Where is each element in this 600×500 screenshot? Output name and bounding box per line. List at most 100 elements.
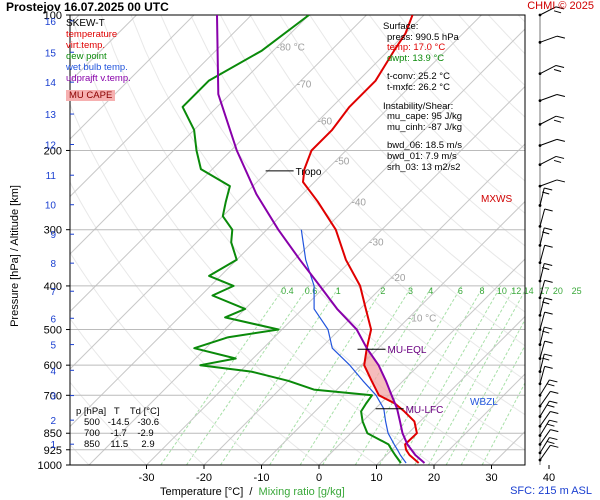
isotherm-line xyxy=(433,373,525,465)
surface-tmxfc: t-mxfc: 26.2 °C xyxy=(387,81,450,93)
table-row: 700 -1.7 -2.9 xyxy=(84,428,154,439)
wind-barb-base xyxy=(538,443,542,446)
dry-adiabat xyxy=(309,15,525,247)
isotherm-line xyxy=(70,15,310,255)
pressure-tick-label: 100 xyxy=(44,10,62,22)
wind-barb-flag xyxy=(544,227,553,231)
wind-barb-staff xyxy=(539,391,551,407)
isotherm-line xyxy=(88,28,525,465)
surface-tconv: t-conv: 25.2 °C xyxy=(387,71,450,83)
dry-adiabat xyxy=(249,15,525,313)
mixing-ratio-labels: 0.4 0.6 1 2 3 4 6 8 10 12 14 17 20 25 xyxy=(281,286,581,296)
wind-barb-base xyxy=(538,122,542,126)
annotation-mu-eql: MU-EQL xyxy=(388,345,427,356)
dry-adiabat xyxy=(517,15,525,23)
wind-barb-staff xyxy=(539,312,546,330)
wind-barb-flag xyxy=(544,297,553,301)
wind-barbs xyxy=(538,6,566,465)
altitude-tick-label: 11 xyxy=(46,171,57,182)
dry-adiabat xyxy=(339,15,525,214)
legend-dew-point: dew point xyxy=(66,51,107,62)
isotherm-line xyxy=(318,258,525,465)
legend-updraft: udprajft v.temp. xyxy=(66,73,131,84)
pressure-tick-label: 1000 xyxy=(38,460,62,472)
wind-barb-base xyxy=(538,144,542,147)
wind-barb-staff xyxy=(539,35,558,43)
wind-barb-staff xyxy=(539,138,558,146)
wind-barb-flag xyxy=(555,6,565,10)
wind-barb-flag xyxy=(549,419,558,423)
wind-barb-staff xyxy=(539,208,546,227)
srh-03-value: srh_03: 13 m2/s2 xyxy=(387,161,461,173)
pressure-tick-label: 700 xyxy=(44,390,62,402)
isotherm-label: -60 xyxy=(318,116,333,127)
wind-barb-staff xyxy=(539,263,545,282)
x-axis-label-sep: / xyxy=(243,486,259,498)
wind-barb-base xyxy=(538,404,542,408)
wind-barb-flag xyxy=(550,410,559,414)
wind-barb-base xyxy=(538,393,542,397)
mixing-ratio-line xyxy=(428,289,525,465)
isotherm-label: -70 xyxy=(297,80,312,91)
wind-barb-base xyxy=(538,328,542,331)
wind-barb-base xyxy=(538,40,542,44)
mixing-ratio-label: 14 xyxy=(524,286,534,296)
legend-wet-bulb: wet bulb temp. xyxy=(66,62,128,73)
wind-barb-flag xyxy=(550,444,559,448)
wind-barb-flag xyxy=(553,68,562,72)
surface-altitude: SFC: 215 m ASL xyxy=(510,485,592,497)
annotation-wbzl: WBZL xyxy=(470,397,498,408)
dry-adiabat xyxy=(219,15,525,347)
mixing-ratio-label: 10 xyxy=(497,286,507,296)
dry-adiabat xyxy=(190,15,525,381)
isotherm-label: -10 °C xyxy=(408,314,436,325)
temperature-tick-label: 10 xyxy=(370,472,382,484)
wind-barb-flag xyxy=(556,138,566,142)
isotherm-label: -80 °C xyxy=(276,43,304,54)
mixing-ratio-line xyxy=(414,285,516,465)
wind-barb-staff xyxy=(539,437,550,454)
wind-barb-flag xyxy=(555,64,565,68)
wind-barb-staff xyxy=(539,341,546,359)
altitude-tick-label: 15 xyxy=(45,48,57,59)
pressure-tick-label: 400 xyxy=(44,281,62,293)
dry-adiabat xyxy=(488,15,525,55)
altitude-tick-label: 10 xyxy=(45,201,57,212)
surface-title: Surface: xyxy=(383,21,419,32)
wind-barb-base xyxy=(538,72,542,76)
wind-barb-base xyxy=(538,99,542,103)
temperature-tick-label: 30 xyxy=(485,472,497,484)
wetbulb-line xyxy=(300,229,407,464)
temperature-line xyxy=(302,15,420,464)
mixing-ratio-label: 3 xyxy=(408,286,413,296)
wind-barb-staff xyxy=(539,411,551,427)
mixing-ratio-label: 20 xyxy=(553,286,563,296)
pressure-tick-label: 925 xyxy=(44,445,62,457)
wind-barb-flag xyxy=(549,400,558,404)
dry-adiabat xyxy=(548,15,600,465)
mixing-ratio-line xyxy=(481,381,525,465)
legend-virt-temp: virt.temp. xyxy=(66,40,106,51)
legend: SKEW-T temperature virt.temp. dew point … xyxy=(66,18,131,101)
wind-barb-flag xyxy=(547,441,555,445)
bwd-06-value: bwd_06: 18.5 m/s xyxy=(387,140,462,152)
credit-link[interactable]: CHMI © 2025 xyxy=(527,0,594,12)
altitude-tick-label: 13 xyxy=(45,110,57,121)
wind-barb-staff xyxy=(539,115,557,125)
wind-barb-base xyxy=(538,313,542,317)
mu-cinh-value: mu_cinh: -87 J/kg xyxy=(387,121,462,133)
altitude-tick-label: 8 xyxy=(50,259,56,270)
profiles xyxy=(181,15,426,464)
wind-barb-base xyxy=(538,163,542,166)
wind-barb-flag xyxy=(555,155,565,159)
temperature-tick-label: -30 xyxy=(139,472,155,484)
altitude-tick-label: 12 xyxy=(45,141,57,152)
isotherm-line xyxy=(70,15,252,198)
wind-barb-flag xyxy=(542,357,550,361)
y-axis-label: Pressure [hPa] / Altitude [km] xyxy=(9,185,21,327)
annotation-mxws: MXWS xyxy=(481,194,512,205)
mixing-ratio-label: 2 xyxy=(380,286,385,296)
wind-barb-staff xyxy=(539,400,550,417)
mu-cape-value: mu_cape: 95 J/kg xyxy=(387,111,462,123)
